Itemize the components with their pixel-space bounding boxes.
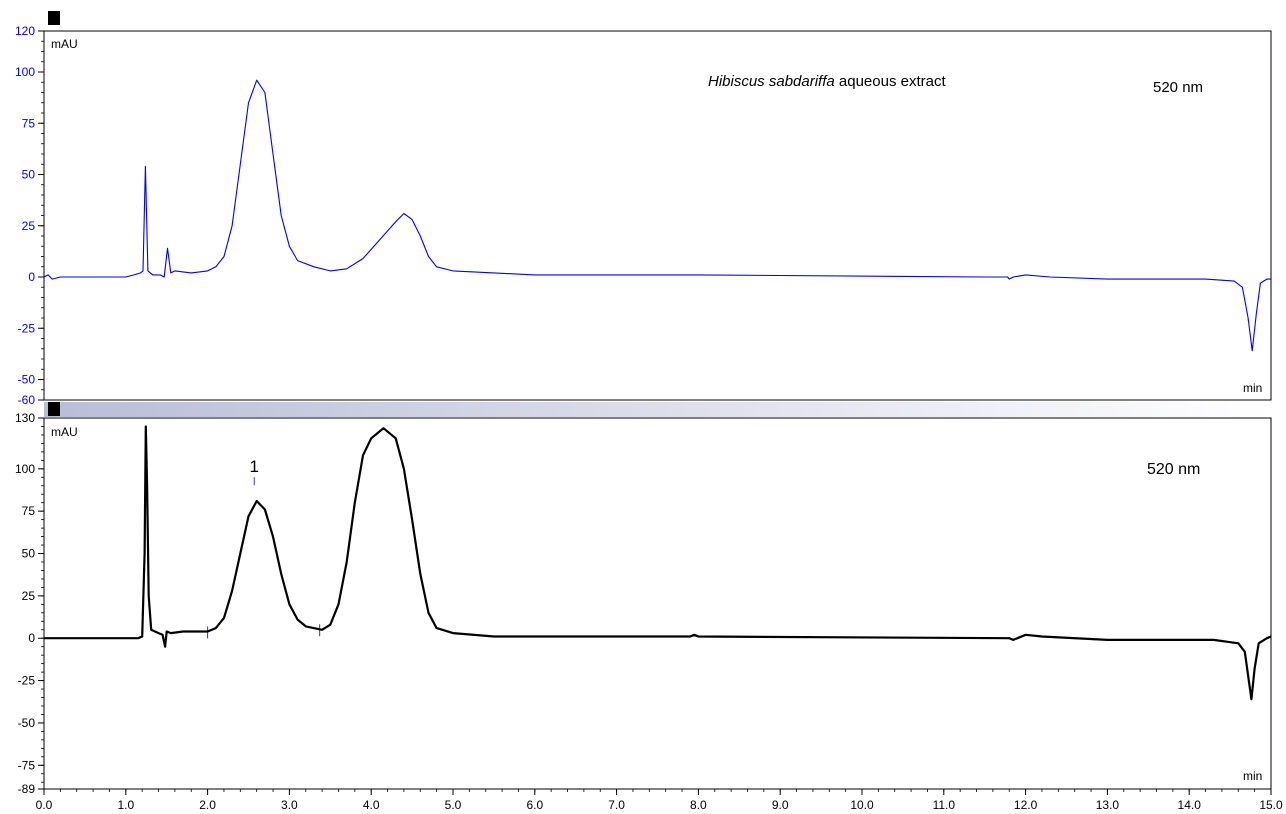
title-rest: aqueous extract bbox=[835, 73, 947, 90]
x-tick-label: 11.0 bbox=[933, 798, 956, 812]
x-tick-label: 9.0 bbox=[772, 798, 789, 812]
y-tick-label: 130 bbox=[15, 411, 35, 425]
bottom-chromatogram-trace bbox=[44, 425, 1272, 701]
y-tick-label: 0 bbox=[28, 631, 35, 645]
x-tick-label: 10.0 bbox=[850, 798, 874, 812]
x-tick-label: 2.0 bbox=[199, 798, 216, 812]
top-x-unit: min bbox=[1243, 381, 1262, 395]
x-tick-label: 14.0 bbox=[1178, 798, 1202, 812]
y-tick-label: -60 bbox=[18, 393, 36, 407]
y-tick-label: 75 bbox=[22, 116, 36, 130]
x-tick-label: 3.0 bbox=[281, 798, 298, 812]
bottom-x-unit: min bbox=[1243, 769, 1262, 783]
y-tick-label: 0 bbox=[28, 270, 35, 284]
y-tick-label: -50 bbox=[18, 373, 36, 387]
bottom-wavelength-label: 520 nm bbox=[1147, 461, 1200, 478]
y-tick-label: 100 bbox=[15, 65, 35, 79]
x-tick-label: 4.0 bbox=[363, 798, 380, 812]
y-tick-label: 25 bbox=[22, 589, 36, 603]
y-tick-label: 75 bbox=[22, 504, 36, 518]
x-tick-label: 13.0 bbox=[1096, 798, 1120, 812]
x-tick-label: 6.0 bbox=[526, 798, 543, 812]
x-tick-label: 5.0 bbox=[445, 798, 462, 812]
y-tick-label: 120 bbox=[15, 24, 35, 38]
x-tick-label: 0.0 bbox=[36, 798, 53, 812]
top-plot-frame bbox=[43, 30, 1272, 401]
x-tick-label: 15.0 bbox=[1259, 798, 1283, 812]
y-tick-label: -25 bbox=[18, 321, 36, 335]
x-axis: 0.0 1.0 2.0 3.0 4.0 5.0 6.0 7.0 8.0 9.0 10.0 11.0 12… bbox=[36, 789, 1283, 812]
y-tick-label: -89 bbox=[18, 782, 36, 796]
bottom-y-axis: 130 100 75 50 25 0 -25 -50 -75 -89 bbox=[15, 411, 44, 796]
y-tick-label: 25 bbox=[22, 219, 36, 233]
chromatogram-bottom-panel: 130 100 75 50 25 0 -25 -50 -75 -89 0.0 1.0 2.0 3.0 4.… bbox=[15, 411, 1283, 812]
top-trace-group bbox=[43, 79, 1271, 352]
y-tick-label: 50 bbox=[22, 168, 36, 182]
top-y-unit: mAU bbox=[51, 37, 78, 51]
top-y-axis: 120 100 75 50 25 0 -25 -50 -60 bbox=[15, 24, 44, 407]
x-tick-label: 8.0 bbox=[690, 798, 707, 812]
y-tick-label: -75 bbox=[18, 758, 36, 772]
y-tick-label: -50 bbox=[18, 716, 36, 730]
peak-1-label: 1 bbox=[249, 457, 258, 476]
top-title: Hibiscus sabdariffa aqueous extract bbox=[708, 73, 946, 90]
bottom-y-unit: mAU bbox=[51, 425, 78, 439]
x-tick-label: 12.0 bbox=[1014, 798, 1038, 812]
top-wavelength-label: 520 nm bbox=[1153, 79, 1203, 96]
chromatogram-top-panel: 120 100 75 50 25 0 -25 -50 -60 mAU min Hibiscus … bbox=[15, 11, 1272, 407]
x-tick-label: 7.0 bbox=[608, 798, 625, 812]
top-chromatogram-trace bbox=[43, 79, 1271, 352]
y-tick-label: 50 bbox=[22, 547, 36, 561]
bottom-trace-group bbox=[44, 425, 1272, 701]
bottom-panel-handle-icon bbox=[48, 402, 60, 416]
x-tick-label: 1.0 bbox=[117, 798, 134, 812]
title-species: Hibiscus sabdariffa bbox=[708, 73, 835, 90]
y-tick-label: 100 bbox=[15, 462, 35, 476]
panel-separator bbox=[44, 402, 1271, 417]
bottom-plot-frame bbox=[43, 417, 1272, 790]
top-panel-handle-icon bbox=[48, 11, 60, 25]
y-tick-label: -25 bbox=[18, 674, 36, 688]
